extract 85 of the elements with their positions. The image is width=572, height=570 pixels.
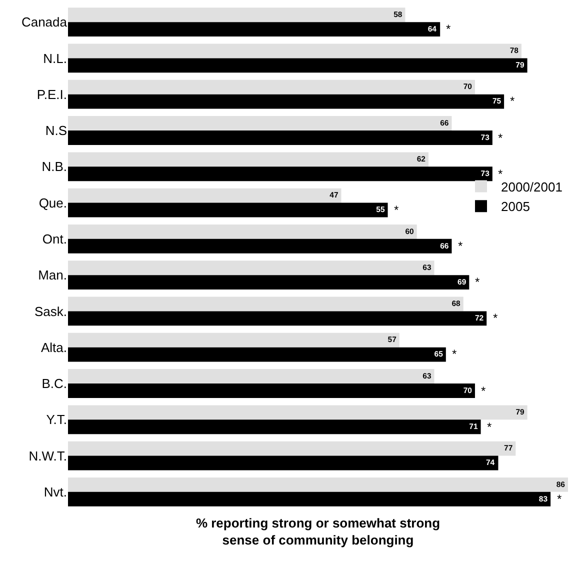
- bar: [68, 477, 568, 492]
- annotation: *: [446, 22, 451, 36]
- data-label: 66: [440, 118, 450, 128]
- annotation: *: [394, 203, 399, 217]
- data-label: 70: [463, 386, 472, 395]
- annotation: *: [510, 94, 515, 108]
- bar: [68, 369, 434, 384]
- data-label: 71: [469, 422, 478, 431]
- data-label: 64: [428, 24, 438, 34]
- bar: [68, 347, 446, 362]
- y-tick-label: Y.T.: [46, 412, 67, 428]
- y-tick-label: Ont.: [42, 231, 67, 246]
- bar: [68, 405, 528, 420]
- data-label: 63: [422, 262, 432, 272]
- data-label: 57: [388, 335, 396, 344]
- data-label: 77: [504, 444, 513, 453]
- bar: [68, 420, 481, 434]
- annotation: *: [475, 275, 480, 289]
- data-label: 73: [480, 132, 490, 142]
- data-label: 63: [422, 371, 432, 380]
- bar: [68, 202, 388, 218]
- data-label: 75: [492, 96, 502, 106]
- annotation: *: [557, 492, 562, 506]
- bar: [68, 58, 528, 73]
- y-tick-label: Man.: [38, 268, 67, 283]
- data-label: 73: [480, 168, 490, 178]
- bar: [68, 8, 406, 22]
- y-tick-label: B.C.: [42, 376, 67, 392]
- bar: [68, 80, 475, 94]
- bar: [68, 275, 470, 290]
- y-tick-label: Nvt.: [44, 484, 67, 500]
- data-label: 62: [416, 154, 426, 164]
- y-tick-label: Alta.: [40, 340, 67, 355]
- bar: [68, 456, 498, 470]
- y-tick-label: Canada: [21, 14, 68, 30]
- annotation: *: [452, 347, 457, 361]
- y-tick-label: N.L.: [43, 50, 67, 66]
- data-label: 72: [474, 314, 484, 323]
- bar: [68, 260, 434, 276]
- data-label: 86: [556, 480, 566, 489]
- annotation: *: [498, 167, 503, 181]
- data-label: 83: [538, 494, 548, 504]
- annotation: *: [458, 239, 463, 253]
- annotation: *: [498, 131, 503, 145]
- bar: [68, 492, 551, 506]
- y-tick-label: N.W.T.: [28, 448, 67, 464]
- data-label: 68: [452, 299, 462, 308]
- annotation: *: [493, 311, 498, 325]
- bar: [68, 188, 342, 203]
- data-label: 60: [405, 226, 414, 236]
- bar: [68, 22, 440, 37]
- bar: [68, 332, 400, 348]
- legend-label: 2000/2001: [501, 179, 562, 194]
- data-label: 55: [376, 205, 386, 214]
- bar: [68, 152, 428, 167]
- bar: [68, 44, 522, 58]
- y-tick-label: Sask.: [34, 304, 67, 319]
- data-label: 78: [510, 46, 520, 56]
- annotation: *: [487, 420, 492, 434]
- y-tick-label: N.B.: [42, 159, 67, 174]
- data-label: 69: [458, 277, 467, 286]
- bar: [68, 441, 516, 456]
- bar: [68, 384, 475, 398]
- data-label: 58: [394, 10, 403, 19]
- bar: [68, 311, 487, 326]
- y-tick-label: P.E.I.: [36, 86, 67, 102]
- data-label: 74: [486, 458, 496, 468]
- data-label: 70: [463, 82, 472, 92]
- y-tick-label: Que.: [38, 195, 67, 210]
- data-label: 66: [440, 241, 450, 250]
- data-label: 65: [434, 350, 444, 359]
- x-axis-title: % reporting strong or somewhat strong sense of community belonging: [196, 516, 440, 548]
- data-label: 79: [516, 60, 525, 70]
- bar: [68, 116, 452, 130]
- bar: [68, 94, 504, 109]
- bar: [68, 238, 452, 254]
- bar: [68, 130, 492, 145]
- y-tick-label: N.S: [45, 123, 68, 138]
- data-label: 79: [516, 408, 525, 417]
- bar: [68, 224, 417, 239]
- annotation: *: [481, 384, 486, 398]
- bar: [68, 296, 464, 312]
- legend-label: 2005: [501, 199, 530, 214]
- data-label: 47: [330, 190, 338, 200]
- bar: [68, 166, 492, 182]
